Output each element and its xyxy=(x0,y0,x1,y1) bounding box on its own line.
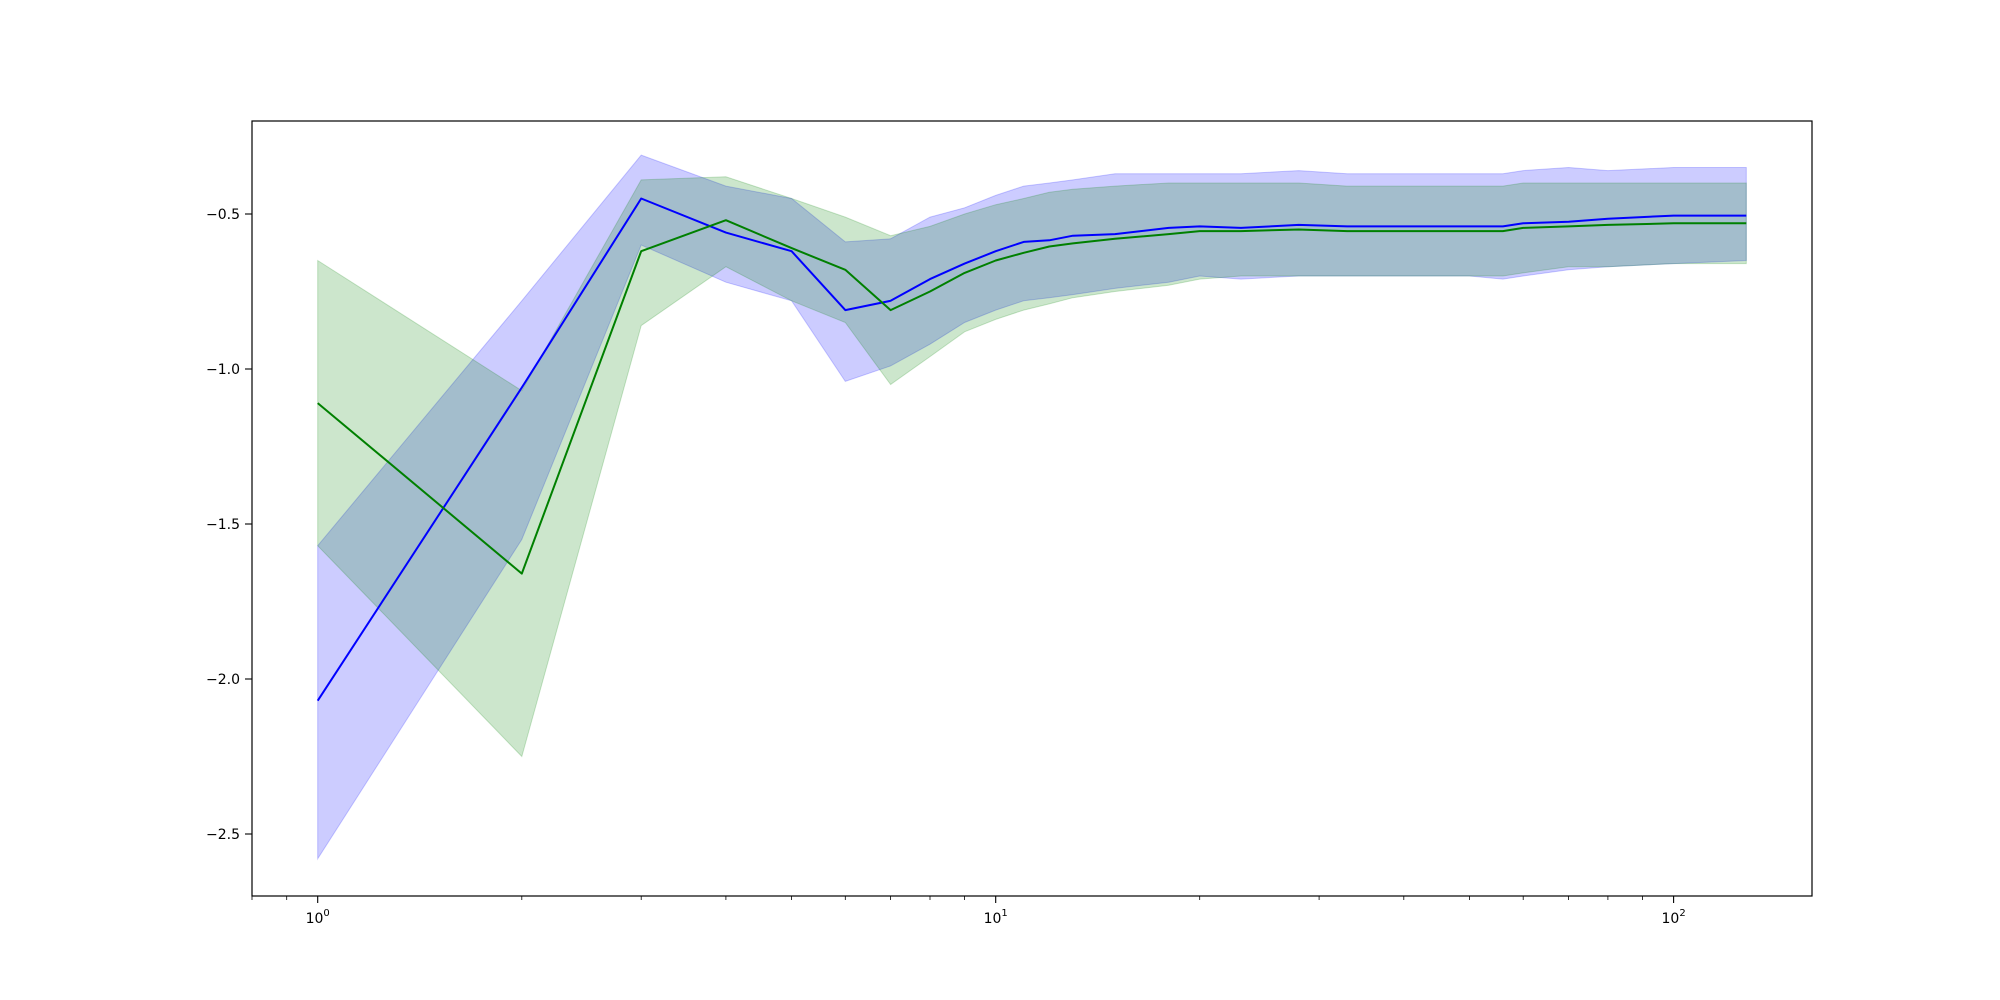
x-tick-label: 102 xyxy=(1661,908,1685,927)
series-2-band xyxy=(317,176,1747,758)
y-tick-label: −1.5 xyxy=(206,517,240,533)
y-axis: −2.5 −2.0 −1.5 −1.0 −0.5 xyxy=(206,207,252,843)
series-1-line xyxy=(316,197,1747,702)
x-tick-label: 100 xyxy=(306,908,330,927)
axes-frame xyxy=(251,120,1813,897)
x-tick-label: 101 xyxy=(984,908,1008,927)
y-tick-label: −1.0 xyxy=(206,362,240,378)
series-2-line xyxy=(317,219,1747,575)
y-tick-label: −2.0 xyxy=(206,672,240,688)
series-lines xyxy=(316,197,1747,702)
x-axis: 100 101 102 xyxy=(251,896,1686,927)
y-tick-label: −0.5 xyxy=(206,207,240,223)
y-tick-label: −2.5 xyxy=(206,827,240,843)
